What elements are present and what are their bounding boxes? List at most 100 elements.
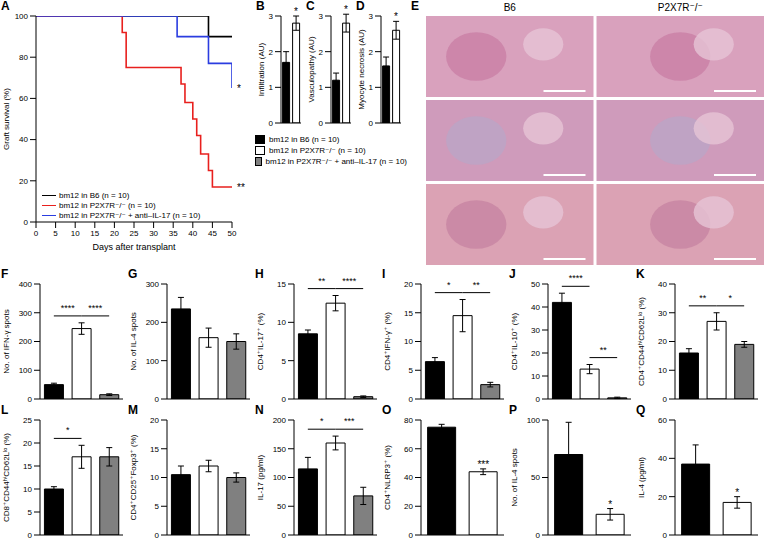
svg-text:20: 20	[404, 280, 413, 289]
svg-text:300: 300	[146, 280, 160, 289]
svg-text:CD4⁺CD44ʰⁱCD62Lˡᵒ (%): CD4⁺CD44ʰⁱCD62Lˡᵒ (%)	[637, 297, 646, 386]
svg-text:0: 0	[282, 531, 287, 540]
svg-text:Graft survival (%): Graft survival (%)	[2, 88, 11, 150]
svg-text:*: *	[344, 4, 348, 15]
svg-text:1: 1	[319, 83, 324, 92]
svg-text:5: 5	[53, 229, 58, 238]
svg-text:0: 0	[663, 531, 668, 540]
svg-text:0: 0	[319, 119, 324, 128]
svg-text:No. of IL-4 spots: No. of IL-4 spots	[510, 448, 519, 507]
svg-text:10: 10	[150, 473, 159, 482]
svg-text:20: 20	[19, 177, 28, 186]
svg-text:5: 5	[409, 366, 414, 375]
svg-text:*: *	[394, 11, 398, 22]
svg-text:40: 40	[531, 303, 540, 312]
svg-text:CD4⁺IL-10⁺ (%): CD4⁺IL-10⁺ (%)	[510, 312, 519, 370]
svg-text:CD4⁺CD25⁺Foxp3⁺ (%): CD4⁺CD25⁺Foxp3⁺ (%)	[129, 434, 138, 520]
svg-text:60: 60	[19, 94, 28, 103]
svg-text:1: 1	[269, 83, 274, 92]
svg-text:100: 100	[527, 416, 541, 425]
svg-text:*: *	[320, 416, 324, 426]
svg-text:B6: B6	[504, 2, 517, 13]
svg-text:*: *	[447, 280, 451, 290]
svg-text:0: 0	[409, 395, 414, 404]
svg-text:30: 30	[149, 229, 158, 238]
svg-text:45: 45	[208, 229, 217, 238]
svg-text:0: 0	[28, 531, 33, 540]
svg-text:****: ****	[61, 303, 76, 313]
svg-text:0: 0	[282, 395, 287, 404]
svg-text:Days after transplant: Days after transplant	[92, 242, 176, 252]
svg-text:400: 400	[19, 280, 33, 289]
svg-text:**: **	[600, 345, 608, 355]
svg-text:3: 3	[269, 12, 274, 21]
svg-text:10: 10	[531, 372, 540, 381]
svg-text:2: 2	[319, 48, 324, 57]
svg-text:****: ****	[342, 276, 357, 286]
svg-text:40: 40	[19, 135, 28, 144]
svg-text:10: 10	[404, 337, 413, 346]
svg-text:80: 80	[404, 416, 413, 425]
svg-text:50: 50	[228, 229, 237, 238]
svg-text:150: 150	[273, 445, 287, 454]
svg-text:1: 1	[369, 83, 374, 92]
svg-text:30: 30	[531, 326, 540, 335]
svg-text:5: 5	[155, 502, 160, 511]
svg-text:100: 100	[146, 357, 160, 366]
svg-text:0: 0	[24, 218, 29, 227]
svg-text:IL-17 (pg/ml): IL-17 (pg/ml)	[256, 454, 265, 500]
svg-text:IL-4 (pg/ml): IL-4 (pg/ml)	[637, 457, 646, 498]
svg-text:20: 20	[531, 349, 540, 358]
svg-text:50: 50	[531, 473, 540, 482]
svg-text:100: 100	[273, 473, 287, 482]
svg-text:10: 10	[658, 366, 667, 375]
svg-text:200: 200	[273, 416, 287, 425]
svg-text:10: 10	[277, 318, 286, 327]
svg-text:40: 40	[658, 454, 667, 463]
svg-text:25: 25	[130, 229, 139, 238]
svg-text:**: **	[699, 293, 707, 303]
svg-text:5: 5	[28, 508, 33, 517]
svg-text:60: 60	[404, 445, 413, 454]
svg-text:**: **	[237, 182, 245, 193]
svg-text:0: 0	[155, 395, 160, 404]
svg-text:0: 0	[409, 531, 414, 540]
svg-text:10: 10	[23, 485, 32, 494]
svg-text:CD4⁺NLRP3⁺ (%): CD4⁺NLRP3⁺ (%)	[383, 445, 392, 510]
svg-text:*: *	[237, 83, 241, 94]
svg-text:3: 3	[319, 12, 324, 21]
svg-text:*: *	[66, 425, 70, 435]
svg-text:Infiltration (AU): Infiltration (AU)	[257, 42, 266, 96]
svg-text:60: 60	[658, 416, 667, 425]
svg-text:15: 15	[150, 445, 159, 454]
svg-text:100: 100	[19, 366, 33, 375]
svg-text:****: ****	[569, 273, 584, 283]
svg-text:20: 20	[23, 439, 32, 448]
svg-text:200: 200	[146, 318, 160, 327]
svg-text:40: 40	[404, 473, 413, 482]
svg-text:80: 80	[19, 53, 28, 62]
svg-text:35: 35	[169, 229, 178, 238]
svg-text:40: 40	[658, 280, 667, 289]
svg-text:50: 50	[277, 502, 286, 511]
svg-text:2: 2	[369, 48, 374, 57]
svg-text:Myocyte necrosis (AU): Myocyte necrosis (AU)	[357, 29, 366, 110]
svg-text:200: 200	[19, 337, 33, 346]
svg-text:P2X7R⁻/⁻: P2X7R⁻/⁻	[658, 2, 703, 13]
svg-text:0: 0	[28, 395, 33, 404]
svg-text:15: 15	[277, 280, 286, 289]
svg-text:*: *	[735, 487, 739, 498]
svg-text:0: 0	[269, 119, 274, 128]
svg-text:20: 20	[658, 337, 667, 346]
svg-text:15: 15	[90, 229, 99, 238]
svg-text:***: ***	[344, 416, 355, 426]
svg-text:0: 0	[369, 119, 374, 128]
svg-text:**: **	[318, 276, 326, 286]
svg-text:3: 3	[369, 12, 374, 21]
svg-text:20: 20	[404, 502, 413, 511]
svg-text:*: *	[294, 6, 298, 17]
svg-text:CD4⁺IFN-γ⁺ (%): CD4⁺IFN-γ⁺ (%)	[383, 312, 392, 371]
svg-text:50: 50	[531, 280, 540, 289]
svg-text:CD8⁺CD44ʰⁱCD62Lˡᵒ (%): CD8⁺CD44ʰⁱCD62Lˡᵒ (%)	[2, 433, 11, 522]
svg-text:300: 300	[19, 309, 33, 318]
